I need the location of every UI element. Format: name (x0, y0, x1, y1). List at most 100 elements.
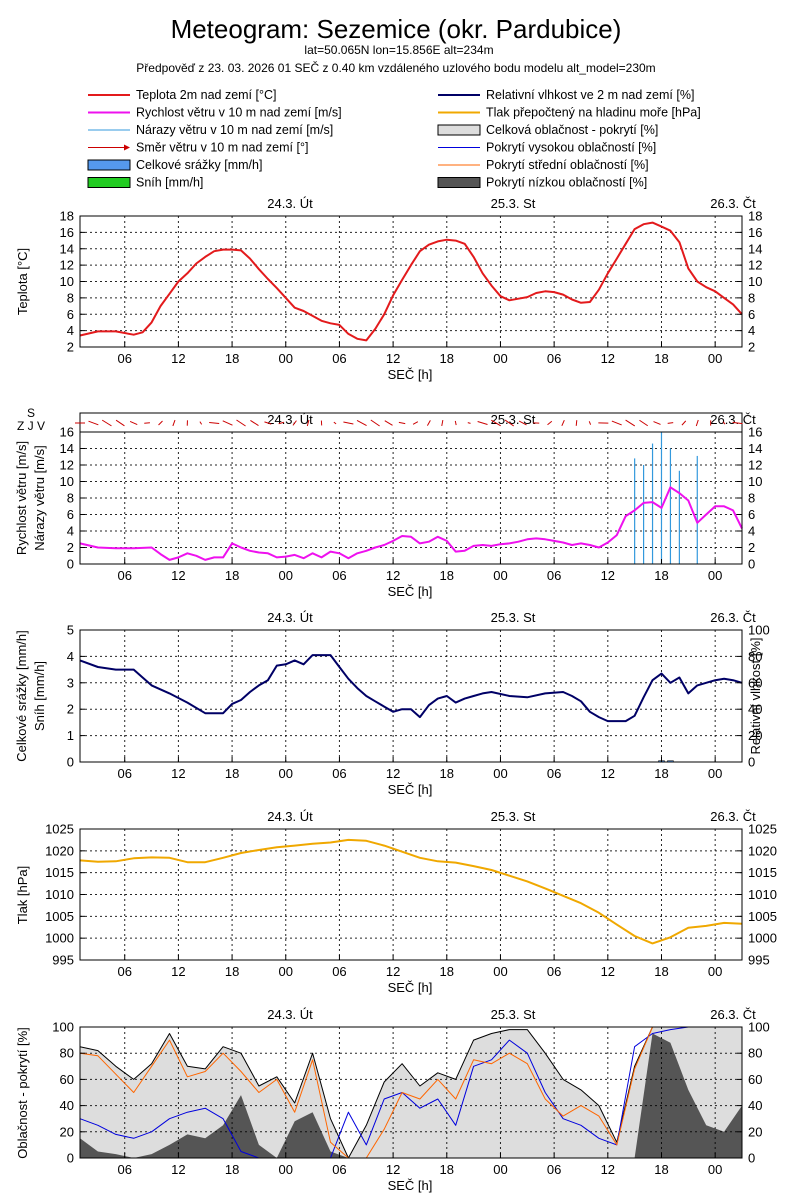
y-tick-label-right: 12 (748, 458, 762, 473)
x-tick-label: 12 (386, 351, 400, 366)
x-tick-label: 18 (225, 1162, 239, 1177)
y-tick-label-right: 8 (748, 491, 755, 506)
wind-arrow-icon (561, 419, 565, 427)
x-axis-label: SEČ [h] (388, 584, 433, 599)
y-tick-label-right: 40 (748, 702, 762, 717)
page-title: Meteogram: Sezemice (okr. Pardubice) (171, 14, 622, 44)
legend-item: Teplota 2m nad zemí [°C] (88, 88, 276, 102)
wind-arrow-icon (199, 421, 203, 425)
legend-swatch (87, 159, 131, 171)
day-label: 26.3. Čt (710, 412, 756, 427)
x-tick-label: 12 (171, 964, 185, 979)
y-tick-label: 4 (67, 524, 74, 539)
y-tick-label-right: 1005 (748, 909, 777, 924)
x-tick-label: 12 (171, 1162, 185, 1177)
legend-item: Pokrytí střední oblačností [%] (438, 158, 649, 172)
x-tick-label: 18 (440, 964, 454, 979)
x-axis-label: SEČ [h] (388, 980, 433, 995)
y-tick-label: 1005 (45, 909, 74, 924)
x-tick-label: 18 (440, 351, 454, 366)
y-tick-label: 10 (60, 474, 74, 489)
wind-arrow-icon (129, 420, 138, 426)
temperature-line (79, 221, 743, 342)
x-tick-label: 12 (171, 568, 185, 583)
x-tick-label: 06 (332, 351, 346, 366)
legend-item: Celkové srážky [mm/h] (87, 158, 262, 172)
legend-swatch (437, 124, 481, 136)
x-tick-label: 00 (708, 766, 722, 781)
x-tick-label: 06 (117, 766, 131, 781)
legend-swatch (87, 177, 131, 188)
y-tick-label-right: 100 (748, 623, 770, 638)
wind-arrow-icon (575, 420, 578, 426)
wind-arrow-icon (250, 420, 259, 426)
y-tick-label: 100 (52, 1020, 74, 1035)
wind-arrow-icon (88, 420, 99, 426)
y-tick-label-right: 60 (748, 675, 762, 690)
wind-arrow-icon (292, 420, 297, 426)
x-tick-label: 06 (117, 568, 131, 583)
wind-arrow-icon (209, 421, 220, 425)
station-coords: lat=50.065N lon=15.856E alt=234m (304, 43, 493, 57)
wind-arrow-icon (653, 421, 661, 425)
wind-arrow-icon (306, 419, 310, 427)
y-tick-label-right: 995 (748, 953, 770, 968)
y-tick-label-right: 20 (748, 1124, 762, 1139)
x-tick-label: 06 (547, 1162, 561, 1177)
y-tick-label-right: 10 (748, 474, 762, 489)
x-tick-label: 06 (547, 568, 561, 583)
x-axis-label: SEČ [h] (388, 367, 433, 382)
x-tick-label: 18 (225, 568, 239, 583)
y-axis-label: Rychlost větru [m/s] (14, 441, 29, 555)
x-axis-label: SEČ [h] (388, 1178, 433, 1193)
x-axis-label: SEČ [h] (388, 782, 433, 797)
x-tick-label: 06 (547, 351, 561, 366)
plot-frame (79, 629, 743, 763)
y-tick-label-right: 100 (748, 1020, 770, 1035)
x-tick-label: 06 (117, 964, 131, 979)
y-tick-label-right: 6 (748, 507, 755, 522)
x-tick-label: 18 (440, 568, 454, 583)
y-tick-label: 12 (60, 258, 74, 273)
y-tick-label: 1015 (45, 865, 74, 880)
legend-item: Relativní vlhkost ve 2 m nad zemí [%] (438, 88, 694, 102)
x-tick-label: 00 (279, 766, 293, 781)
y-axis-label: Celkové srážky [mm/h] (14, 630, 29, 761)
x-tick-label: 00 (279, 351, 293, 366)
wind-arrow-icon (222, 420, 233, 426)
wind-arrow-icon (158, 420, 163, 426)
humidity-line (79, 654, 743, 723)
y-tick-label: 4 (67, 649, 74, 664)
legend-label: Směr větru v 10 m nad zemí [°] (136, 141, 308, 155)
x-tick-label: 12 (386, 568, 400, 583)
x-tick-label: 00 (279, 568, 293, 583)
legend-label: Nárazy větru v 10 m nad zemí [m/s] (136, 123, 333, 137)
y-tick-label-right: 1015 (748, 865, 777, 880)
x-tick-label: 00 (708, 964, 722, 979)
y-tick-label: 1000 (45, 931, 74, 946)
y-axis-label-secondary: Sníh [mm/h] (32, 661, 47, 731)
day-label: 26.3. Čt (710, 1007, 756, 1022)
y-tick-label-right: 12 (748, 258, 762, 273)
wind-arrow-icon (547, 420, 553, 426)
legend-item: Tlak přepočtený na hladinu moře [hPa] (438, 106, 701, 120)
x-tick-label: 06 (117, 351, 131, 366)
y-tick-label: 5 (67, 623, 74, 638)
day-label: 24.3. Út (267, 1007, 313, 1022)
forecast-info: Předpověď z 23. 03. 2026 01 SEČ z 0.40 k… (136, 60, 655, 75)
pressure-line (79, 838, 743, 945)
y-tick-label-right: 1025 (748, 822, 777, 837)
y-tick-label-right: 6 (748, 307, 755, 322)
x-tick-label: 06 (117, 1162, 131, 1177)
y-tick-label: 14 (60, 241, 74, 256)
wind-arrow-icon (454, 420, 457, 426)
y-tick-label-right: 16 (748, 225, 762, 240)
legend-label: Rychlost větru v 10 m nad zemí [m/s] (136, 106, 342, 120)
y-axis-label-right: Relativní vlhkost [%] (748, 637, 763, 754)
day-label: 25.3. St (491, 196, 536, 211)
wind-arrow-icon (172, 419, 176, 427)
x-tick-label: 18 (654, 964, 668, 979)
y-tick-label: 6 (67, 507, 74, 522)
legend-label: Sníh [mm/h] (136, 176, 203, 190)
y-tick-label-right: 20 (748, 728, 762, 743)
